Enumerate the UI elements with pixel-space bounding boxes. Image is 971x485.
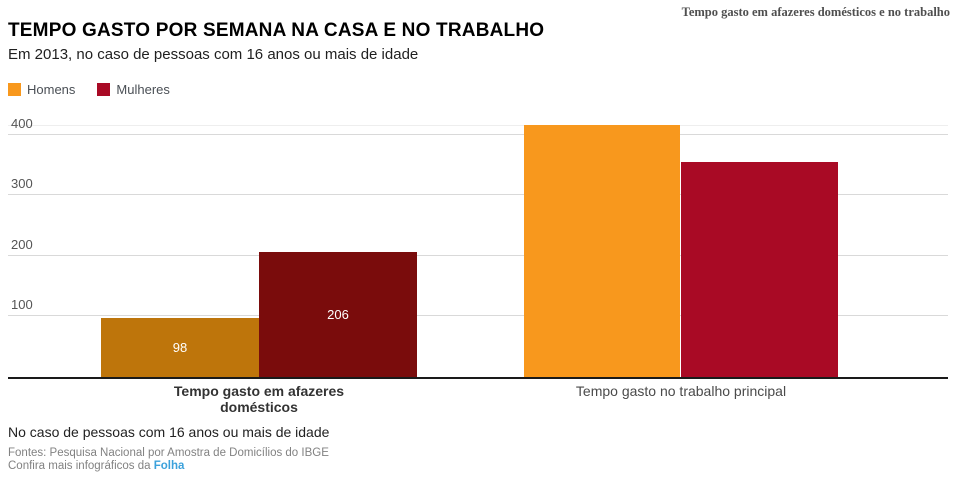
bar-homens-category-1 [524,125,680,377]
legend-swatch-icon [97,83,111,96]
legend-swatch-icon [8,83,21,96]
bar-value-label: 98 [172,339,188,355]
y-tick-label: 100 [11,297,33,313]
more-infographics-prefix: Confira mais infográficos da [8,460,154,472]
more-infographics-line: Confira mais infográficos da Folha [8,460,184,472]
legend-label: Homens [27,82,76,97]
gridline-400 [8,133,948,135]
legend-label: Mulheres [116,82,170,97]
y-tick-label: 200 [11,236,33,252]
chart-legend: Homens Mulheres [8,82,170,97]
category-label-0: Tempo gasto em afazeres domésticos [173,383,345,416]
bar-homens-category-0: 98 [101,317,259,377]
y-tick-label: 400 [11,115,33,131]
bar-mulheres-category-0: 206 [259,252,417,377]
bar-mulheres-category-1 [681,161,838,377]
gridline-100 [8,315,948,317]
legend-item-mulheres: Mulheres [97,82,170,97]
chart-kicker: Tempo gasto em afazeres domésticos e no … [681,5,950,19]
y-tick-label: 300 [11,176,33,192]
category-label-1: Tempo gasto no trabalho principal [575,383,787,399]
page-subtitle: Em 2013, no caso de pessoas com 16 anos … [8,46,419,63]
sources-line: Fontes: Pesquisa Nacional por Amostra de… [8,447,329,459]
folha-link[interactable]: Folha [153,460,185,472]
legend-item-homens: Homens [8,82,75,97]
page-title: TEMPO GASTO POR SEMANA NA CASA E NO TRAB… [8,20,545,41]
plot-top-border [8,125,948,126]
footnote: No caso de pessoas com 16 anos ou mais d… [8,424,330,440]
gridline-200 [8,254,948,256]
x-axis-line [8,377,948,379]
bar-value-label: 206 [327,307,349,323]
gridline-300 [8,194,948,196]
plot-area: 100 200 300 400 98 206 Tempo gasto em afazeres… [8,116,948,415]
